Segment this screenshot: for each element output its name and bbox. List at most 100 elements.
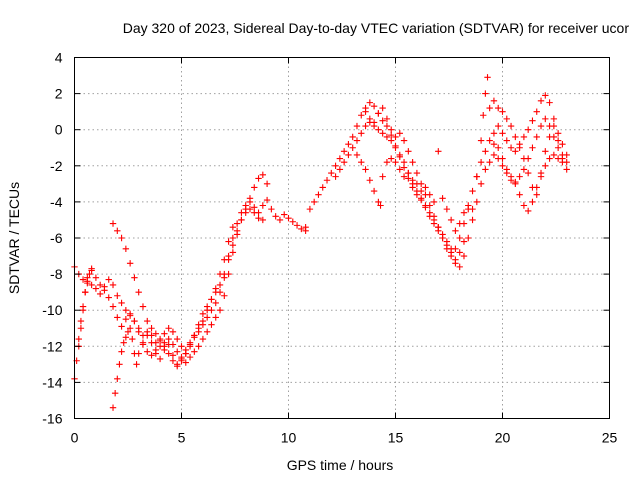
series-trace-j (469, 74, 566, 215)
data-point (268, 205, 275, 213)
data-point (542, 115, 549, 123)
data-point (131, 274, 138, 281)
data-point (486, 137, 493, 144)
data-point (452, 256, 459, 263)
data-point (495, 104, 502, 112)
data-point (443, 205, 451, 213)
data-point (447, 216, 455, 224)
data-point (109, 303, 117, 310)
data-point (203, 328, 211, 336)
data-point (469, 187, 476, 195)
data-point (203, 314, 211, 321)
data-point (383, 158, 391, 166)
data-point (182, 359, 189, 366)
y-tick-label: -12 (42, 338, 62, 354)
data-point (362, 122, 369, 130)
data-point (246, 205, 254, 213)
data-point (495, 122, 502, 130)
data-point (332, 173, 339, 180)
data-point (221, 256, 228, 263)
data-point (396, 130, 403, 137)
data-point (473, 198, 481, 206)
data-point (191, 332, 198, 339)
y-tick-label: 4 (55, 50, 63, 66)
data-point (413, 169, 421, 177)
data-point (216, 270, 224, 278)
data-point (340, 148, 348, 155)
data-point (174, 335, 181, 343)
x-axis-title: GPS time / hours (287, 457, 394, 473)
data-point (195, 343, 202, 350)
data-point (122, 245, 130, 253)
data-point (199, 317, 207, 325)
data-point (529, 198, 536, 206)
data-point (328, 169, 335, 177)
data-point (92, 285, 100, 292)
data-point (139, 339, 147, 346)
data-point (559, 158, 566, 166)
data-point (124, 328, 132, 336)
data-point (379, 173, 386, 180)
data-point (133, 361, 140, 368)
x-tick-label: 20 (495, 430, 511, 446)
data-point (92, 274, 100, 281)
data-point (229, 223, 237, 231)
data-point (353, 151, 361, 159)
data-point (537, 122, 545, 130)
data-point (96, 281, 104, 289)
series-trace-k (490, 97, 570, 198)
data-point (375, 126, 382, 133)
data-point (554, 137, 562, 144)
data-point (156, 335, 164, 343)
data-point (439, 195, 446, 202)
data-point (460, 252, 468, 260)
data-point (161, 330, 168, 337)
data-point (118, 348, 125, 355)
data-point (396, 151, 403, 159)
data-point (126, 260, 134, 267)
data-point (503, 115, 510, 123)
data-point (88, 265, 95, 272)
series-trace-h (353, 148, 472, 234)
data-point (362, 108, 369, 115)
data-point (152, 350, 160, 357)
data-point (174, 348, 181, 355)
data-point (276, 216, 284, 224)
data-point (533, 108, 540, 115)
data-point (182, 350, 189, 357)
data-point (156, 355, 164, 363)
data-point (82, 288, 89, 296)
data-point (366, 115, 374, 123)
series-trace-c (109, 205, 267, 357)
data-point (122, 307, 130, 314)
data-point (229, 242, 237, 249)
data-point (302, 223, 309, 231)
data-point (388, 155, 395, 162)
data-point (129, 335, 136, 343)
data-point (178, 343, 185, 350)
data-point (484, 74, 491, 81)
data-point (263, 180, 271, 188)
data-point (114, 375, 121, 382)
data-point (174, 362, 181, 370)
data-point (499, 108, 506, 115)
data-point (84, 278, 91, 285)
data-point (546, 133, 553, 141)
data-point (263, 196, 271, 204)
data-point (524, 126, 532, 133)
data-point (251, 184, 258, 191)
data-point (554, 155, 562, 162)
data-point (392, 144, 399, 151)
data-point (379, 130, 386, 137)
series-trace-d (109, 223, 237, 411)
data-point (495, 155, 502, 162)
data-point (546, 155, 553, 162)
data-point (362, 166, 369, 173)
x-tick-label: 0 (71, 430, 79, 446)
data-point (503, 137, 510, 144)
data-point (195, 325, 202, 332)
data-point (86, 270, 93, 278)
data-point (426, 209, 433, 216)
data-point (225, 238, 232, 245)
data-point (255, 214, 262, 222)
